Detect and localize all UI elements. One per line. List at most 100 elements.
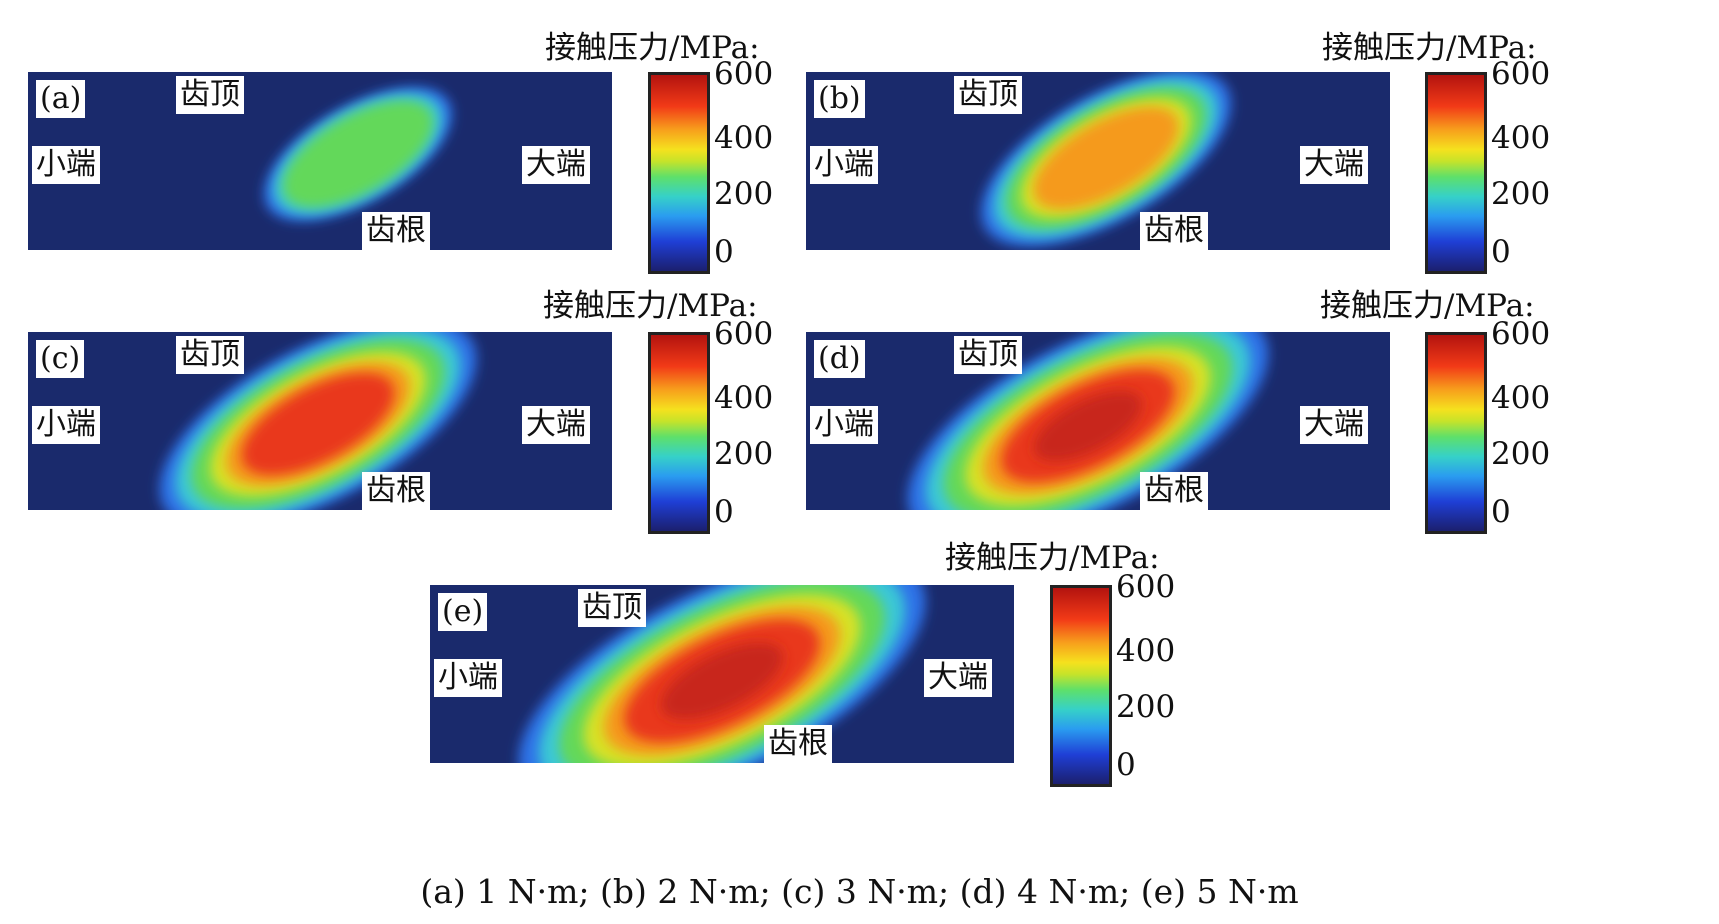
figure-caption: (a) 1 N·m; (b) 2 N·m; (c) 3 N·m; (d) 4 N… — [420, 872, 1299, 911]
panel-letter: (a) — [36, 80, 86, 118]
pressure-stripe — [204, 382, 461, 510]
label-large-end: 大端 — [522, 146, 590, 184]
colorbar-tick-label: 200 — [714, 176, 774, 212]
colorbar-tick-label: 400 — [1116, 633, 1176, 669]
pressure-stripe — [338, 164, 417, 212]
pressure-stripe — [189, 332, 403, 441]
colorbar — [648, 332, 710, 534]
pressure-stripe — [233, 407, 447, 510]
colorbar-tick-label: 200 — [1116, 689, 1176, 725]
colorbar-tick-label: 600 — [714, 316, 774, 352]
colorbar — [1425, 332, 1487, 534]
pressure-stripe — [270, 96, 436, 195]
colorbar-tick-label: 200 — [1491, 176, 1551, 212]
pressure-stripe — [540, 585, 871, 729]
pressure-stripe — [989, 408, 1234, 510]
colorbar-tick-label: 600 — [714, 56, 774, 92]
label-small-end: 小端 — [810, 146, 878, 184]
pressure-stripe — [309, 141, 436, 218]
pressure-stripe — [981, 332, 1132, 405]
pressure-stripe — [281, 442, 414, 510]
colorbar-title: 接触压力/MPa: — [1320, 288, 1535, 324]
label-small-end: 小端 — [810, 406, 878, 444]
label-tooth-top: 齿顶 — [954, 76, 1022, 114]
label-tooth-root: 齿根 — [1140, 472, 1208, 510]
pressure-stripe — [992, 76, 1195, 196]
pressure-stripe — [1028, 83, 1133, 146]
colorbar-title: 接触压力/MPa: — [545, 30, 760, 66]
label-tooth-root: 齿根 — [362, 212, 430, 250]
panel-letter: (d) — [814, 340, 865, 378]
colorbar-tick-label: 0 — [714, 234, 734, 270]
pressure-stripe — [222, 332, 355, 406]
label-tooth-root: 齿根 — [362, 472, 430, 510]
label-large-end: 大端 — [1300, 146, 1368, 184]
heatmap-svg — [263, 87, 453, 221]
label-tooth-root: 齿根 — [1140, 212, 1208, 250]
pressure-stripe — [175, 332, 432, 466]
pressure-stripe — [1079, 170, 1184, 233]
pressure-stripe — [990, 82, 1210, 212]
colorbar — [1425, 72, 1487, 274]
pressure-stripe — [573, 633, 904, 763]
colorbar-tick-label: 600 — [1491, 56, 1551, 92]
label-tooth-top: 齿顶 — [954, 336, 1022, 374]
pressure-stripe — [957, 380, 1250, 510]
pressure-stripe — [1002, 75, 1172, 175]
pressure-stripe — [280, 90, 407, 167]
colorbar-tick-label: 0 — [1491, 234, 1511, 270]
panel-letter: (e) — [438, 593, 488, 631]
colorbar-title: 接触压力/MPa: — [945, 540, 1160, 576]
colorbar — [1050, 585, 1112, 787]
heatmap-svg — [159, 332, 477, 510]
colorbar-tick-label: 0 — [1491, 494, 1511, 530]
label-large-end: 大端 — [522, 406, 590, 444]
pressure-stripe — [273, 104, 443, 204]
pressure-stripe — [609, 663, 885, 763]
label-small-end: 小端 — [32, 146, 100, 184]
colorbar-tick-label: 200 — [714, 436, 774, 472]
pressure-stripe — [299, 96, 378, 144]
pressure-stripe — [171, 335, 451, 486]
colorbar-tick-label: 400 — [1491, 380, 1551, 416]
pressure-stripe — [1040, 141, 1210, 241]
pressure-stripe — [291, 126, 444, 216]
pressure-stripe — [537, 589, 907, 763]
heatmap-svg — [980, 72, 1232, 247]
colorbar-tick-label: 400 — [714, 380, 774, 416]
pressure-stripe — [185, 362, 465, 510]
pressure-stripe — [559, 585, 835, 699]
pressure-stripe — [670, 706, 840, 763]
colorbar — [648, 72, 710, 274]
contact-pressure-map-4: (d) 齿顶小端 大端齿根 — [806, 332, 1390, 510]
colorbar-tick-label: 0 — [714, 494, 734, 530]
colorbar-tick-label: 400 — [714, 120, 774, 156]
pressure-stripe — [921, 332, 1240, 493]
label-tooth-root: 齿根 — [764, 725, 832, 763]
pressure-stripe — [272, 92, 425, 182]
pressure-stripe — [1002, 104, 1222, 234]
label-large-end: 大端 — [924, 659, 992, 697]
label-tooth-top: 齿顶 — [578, 589, 646, 627]
heatmap-svg — [907, 332, 1269, 510]
pressure-stripe — [936, 359, 1255, 510]
label-small-end: 小端 — [32, 406, 100, 444]
pressure-stripe — [1017, 120, 1220, 240]
colorbar-tick-label: 600 — [1116, 569, 1176, 605]
label-small-end: 小端 — [434, 659, 502, 697]
panel-letter: (b) — [814, 80, 865, 118]
pressure-stripe — [280, 113, 446, 212]
label-tooth-top: 齿顶 — [176, 336, 244, 374]
pressure-stripe — [534, 585, 894, 753]
contact-pressure-map-5: (e) 齿顶小端 大端齿根 — [430, 585, 1014, 763]
colorbar-tick-label: 400 — [1491, 120, 1551, 156]
contact-pressure-map-3: (c) 齿顶 小端 大端 齿根 — [28, 332, 612, 510]
label-tooth-top: 齿顶 — [176, 76, 244, 114]
colorbar-title: 接触压力/MPa: — [543, 288, 758, 324]
pressure-stripe — [604, 585, 774, 656]
label-large-end: 大端 — [1300, 406, 1368, 444]
colorbar-title: 接触压力/MPa: — [1322, 30, 1537, 66]
pressure-stripe — [550, 609, 910, 763]
pressure-stripe — [942, 332, 1187, 444]
pressure-stripe — [993, 92, 1219, 224]
